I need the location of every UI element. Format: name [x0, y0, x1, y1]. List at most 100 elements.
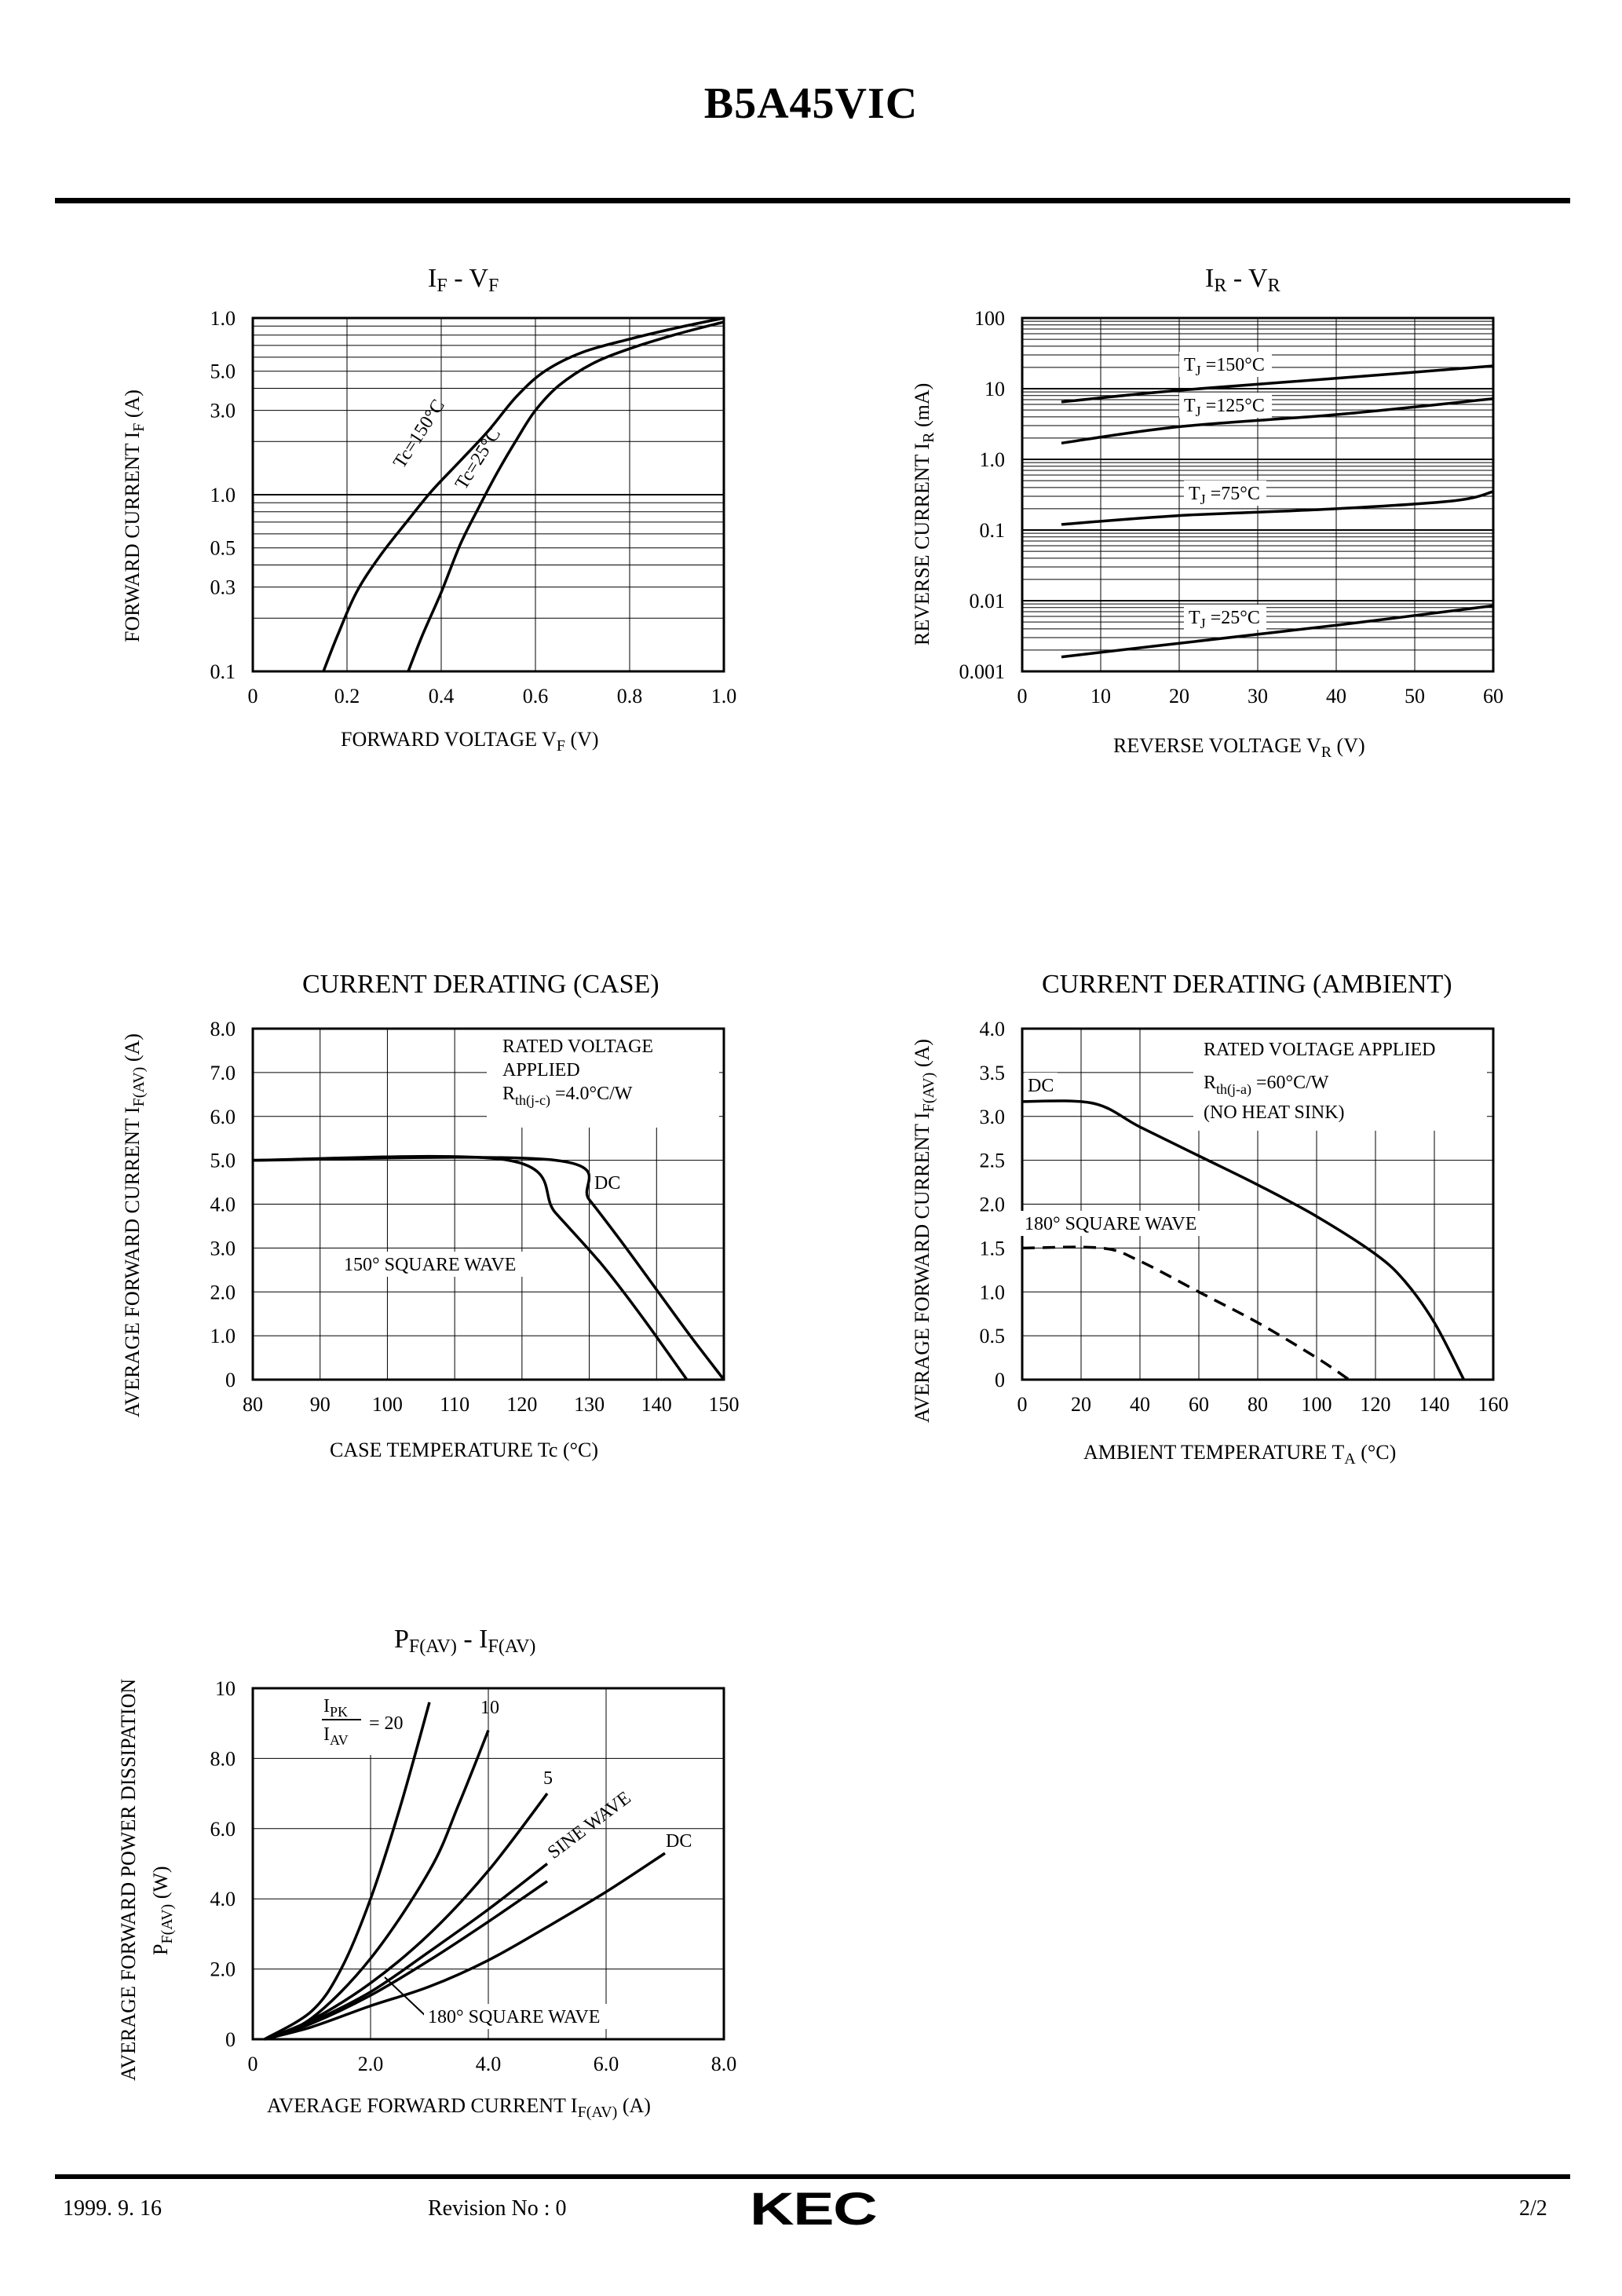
curve-label-dc-ambient: DC [1028, 1076, 1054, 1096]
y-tick-label: 10 [985, 378, 1005, 400]
y-tick-labels: 100 10 1.0 0.1 0.01 0.001 [959, 307, 1006, 683]
x-tick-label: 50 [1405, 685, 1425, 707]
x-tick-label: 0.2 [334, 685, 360, 707]
curve-label-dc-case: DC [594, 1173, 620, 1194]
plot-frame [251, 1027, 725, 1381]
series-curves [1061, 364, 1494, 659]
y-axis-label-pf-if-1: AVERAGE FORWARD POWER DISSIPATION [117, 1679, 140, 2081]
curve-label-10: 10 [480, 1698, 499, 1718]
chart-ir-vr: IR - VR 100 10 1.0 0.1 0.01 0.001 0 10 20 30 40 50… [911, 264, 1503, 761]
y-tick-label: 3.0 [210, 1237, 236, 1260]
x-tick-label: 40 [1326, 685, 1346, 707]
x-axis-label-if-vf: FORWARD VOLTAGE VF (V) [341, 728, 599, 755]
y-tick-label: 1.0 [210, 1325, 236, 1347]
series-curves [322, 316, 725, 672]
x-tick-label: 160 [1478, 1393, 1509, 1416]
y-tick-label: 5.0 [210, 1150, 236, 1172]
series-line [1061, 490, 1494, 526]
y-tick-label: 4.0 [980, 1018, 1006, 1040]
curve-label-sine-wave: SINE WAVE [544, 1788, 635, 1863]
series-curves [264, 1702, 666, 2041]
series-line [407, 320, 725, 672]
series-line [264, 1793, 549, 2041]
series-line [264, 1852, 666, 2041]
curve-label-tj25: TJ =25°C [1189, 608, 1260, 631]
x-tick-labels: 0 20 40 60 80 100 120 140 160 [1017, 1393, 1509, 1416]
y-tick-label: 4.0 [210, 1194, 236, 1216]
x-tick-label: 0 [248, 2053, 258, 2075]
y-axis-label-derating-ambient: AVERAGE FORWARD CURRENT IF(AV) (A) [911, 1039, 937, 1423]
chart-derating-case: CURRENT DERATING (CASE) 0 1.0 2.0 3.0 4.0 5.0… [121, 970, 740, 1461]
x-tick-label: 2.0 [358, 2053, 384, 2075]
y-tick-label: 3.0 [980, 1106, 1006, 1128]
y-tick-label: 0.3 [210, 576, 236, 599]
curve-label-tc150: Tc=150°C [389, 396, 449, 472]
page-title: B5A45VIC [703, 79, 919, 128]
footer-date: 1999. 9. 16 [63, 2196, 162, 2221]
x-tick-label: 100 [372, 1393, 403, 1416]
y-tick-label: 6.0 [210, 1106, 236, 1128]
series-line [1061, 604, 1494, 659]
x-tick-label: 120 [1361, 1393, 1391, 1416]
x-tick-label: 120 [506, 1393, 537, 1416]
series-line [322, 316, 725, 672]
x-tick-labels: 0 10 20 30 40 50 60 [1017, 685, 1504, 707]
chart-title-ir-vr: IR - VR [1205, 264, 1280, 296]
x-tick-label: 0.4 [429, 685, 455, 707]
x-tick-labels: 0 2.0 4.0 6.0 8.0 [248, 2053, 737, 2075]
x-tick-label: 140 [1419, 1393, 1450, 1416]
x-tick-label: 150 [709, 1393, 740, 1416]
y-tick-label: 100 [974, 307, 1005, 330]
x-axis-label-derating-ambient: AMBIENT TEMPERATURE TA (°C) [1083, 1441, 1396, 1468]
y-tick-label: 5.0 [210, 360, 236, 383]
y-axis-label-ir-vr: REVERSE CURRENT IR (mA) [911, 383, 937, 645]
x-tick-labels: 0 0.2 0.4 0.6 0.8 1.0 [248, 685, 737, 707]
annotation-ratio-20: = 20 [369, 1713, 404, 1734]
curve-label-tc25: Tc=25°C [451, 425, 505, 493]
series-curves [1021, 1099, 1466, 1381]
y-tick-label: 6.0 [210, 1818, 236, 1841]
series-line [1061, 397, 1494, 445]
x-tick-label: 8.0 [711, 2053, 737, 2075]
x-tick-label: 110 [440, 1393, 469, 1416]
annotation-rated-voltage: RATED VOLTAGE [502, 1036, 653, 1057]
x-tick-label: 4.0 [476, 2053, 502, 2075]
y-tick-label: 2.0 [980, 1194, 1006, 1216]
annotation-no-heat-sink: (NO HEAT SINK) [1204, 1102, 1345, 1123]
x-axis-label-ir-vr: REVERSE VOLTAGE VR (V) [1113, 734, 1365, 761]
series-curves [252, 1154, 725, 1381]
y-tick-label: 2.0 [210, 1958, 236, 1981]
y-tick-labels: 0 2.0 4.0 6.0 8.0 10 [210, 1677, 236, 2051]
y-tick-label: 10 [215, 1677, 236, 1700]
x-tick-label: 30 [1248, 685, 1268, 707]
y-tick-label: 2.5 [980, 1150, 1006, 1172]
chart-title-if-vf: IF - VF [428, 264, 499, 296]
y-tick-label: 0.1 [980, 519, 1006, 542]
x-tick-label: 0 [1017, 685, 1028, 707]
y-tick-label: 8.0 [210, 1018, 236, 1040]
chart-title-derating-case: CURRENT DERATING (CASE) [302, 970, 659, 999]
y-tick-label: 1.0 [980, 1281, 1006, 1303]
bottom-rule [55, 2174, 1570, 2179]
annotation-rated-voltage-applied: RATED VOLTAGE APPLIED [1204, 1040, 1435, 1060]
annotation-applied: APPLIED [502, 1060, 580, 1080]
footer-revision: Revision No : 0 [428, 2196, 567, 2221]
x-tick-label: 80 [1248, 1393, 1268, 1416]
chart-if-vf: IF - VF 1.0 5.0 3.0 1.0 0.5 0.3 0.1 0 0.2 0.4 0.6… [121, 264, 736, 755]
y-tick-labels: 0 0.5 1.0 1.5 2.0 2.5 3.0 3.5 4.0 [980, 1018, 1006, 1391]
x-tick-label: 80 [243, 1393, 263, 1416]
y-tick-label: 1.0 [210, 484, 236, 506]
curve-label-5: 5 [543, 1768, 553, 1789]
y-tick-label: 7.0 [210, 1062, 236, 1084]
x-tick-label: 6.0 [594, 2053, 619, 2075]
chart-title-pf-if: PF(AV) - IF(AV) [394, 1625, 535, 1657]
curve-label-150-square: 150° SQUARE WAVE [344, 1255, 516, 1275]
x-tick-label: 40 [1130, 1393, 1150, 1416]
y-tick-labels: 1.0 5.0 3.0 1.0 0.5 0.3 0.1 [210, 307, 236, 683]
series-line [1021, 1099, 1466, 1380]
plot-frame [1021, 1027, 1495, 1381]
x-axis-label-pf-if: AVERAGE FORWARD CURRENT IF(AV) (A) [267, 2094, 651, 2121]
series-line [1021, 1245, 1350, 1381]
top-rule [55, 198, 1570, 203]
curve-label-180-square-ambient: 180° SQUARE WAVE [1025, 1214, 1196, 1234]
